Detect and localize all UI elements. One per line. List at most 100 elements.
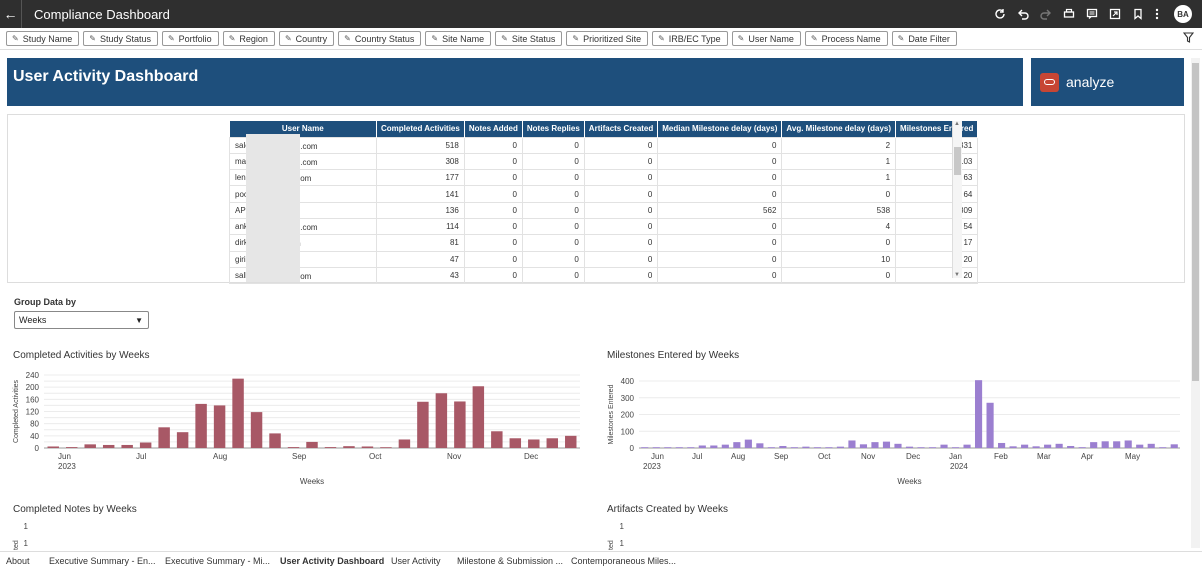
table-cell: 0 xyxy=(521,234,585,252)
filter-funnel-icon[interactable] xyxy=(1183,32,1194,43)
table-cell: 0 xyxy=(781,185,897,203)
user-name-prefix: API xyxy=(235,205,248,215)
filter-country[interactable]: ✎ Country xyxy=(278,31,335,46)
col-notes-replies[interactable]: Notes Replies xyxy=(522,121,585,137)
filter-irb-ec-type[interactable]: ✎ IRB/EC Type xyxy=(652,31,728,46)
table-cell: 0 xyxy=(521,201,585,219)
chart-bar xyxy=(1113,441,1121,448)
filter-portfolio[interactable]: ✎ Portfolio xyxy=(161,31,219,46)
group-by-select[interactable]: Weeks ▼ xyxy=(14,311,149,329)
user-name-prefix: dirk xyxy=(235,238,248,248)
scroll-down-icon[interactable]: ▼ xyxy=(954,272,960,278)
chart-bar xyxy=(472,386,485,448)
x-tick-label: Sep xyxy=(292,452,307,461)
dashboard-banner: User Activity Dashboard xyxy=(7,58,1023,106)
sheet-tab-bar: About Executive Summary - En... Executiv… xyxy=(0,551,1202,569)
chart-bar xyxy=(158,427,170,448)
table-row[interactable]: poo 141 0 0 0 0 0 64 xyxy=(229,185,979,203)
col-completed-activities[interactable]: Completed Activities xyxy=(376,121,465,137)
scroll-up-icon[interactable]: ▲ xyxy=(954,121,960,127)
tab-user-activity[interactable]: User Activity xyxy=(391,556,441,566)
y-tick-label: 0 xyxy=(35,444,40,453)
table-cell: 308 xyxy=(376,152,465,171)
col-median-milestone-delay[interactable]: Median Milestone delay (days) xyxy=(657,121,783,137)
tab-about[interactable]: About xyxy=(6,556,30,566)
col-notes-added[interactable]: Notes Added xyxy=(464,121,523,137)
col-milestones-entered[interactable]: Milestones Entered xyxy=(895,121,979,137)
filter-country-status[interactable]: ✎ Country Status xyxy=(338,31,422,46)
tab-milestone-submission[interactable]: Milestone & Submission ... xyxy=(457,556,564,566)
export-icon[interactable] xyxy=(1109,8,1121,20)
comment-icon[interactable] xyxy=(1086,8,1098,20)
back-arrow-icon[interactable]: ← xyxy=(0,0,22,28)
table-cell: 0 xyxy=(657,217,783,236)
chart-bar xyxy=(744,439,752,448)
user-name-prefix: mac xyxy=(235,156,251,166)
page-scrollbar[interactable] xyxy=(1191,58,1200,548)
undo-icon[interactable] xyxy=(1017,8,1029,20)
filter-site-name[interactable]: ✎ Site Name xyxy=(425,31,492,46)
filter-prioritized-site[interactable]: ✎ Prioritized Site xyxy=(566,31,649,46)
completed-notes-chart: 1 1 ted xyxy=(13,522,29,550)
artifacts-ytick-top: 1 xyxy=(620,522,625,531)
table-row[interactable]: giri 47 0 0 0 0 10 20 xyxy=(229,250,979,268)
toolbar-icons: BA xyxy=(994,0,1192,28)
print-icon[interactable] xyxy=(1063,8,1075,20)
table-row[interactable]: lena .com 177 0 0 0 0 1 63 xyxy=(229,169,979,187)
chart-bar xyxy=(779,445,787,448)
chart-bar xyxy=(102,444,115,448)
bookmark-icon[interactable] xyxy=(1132,8,1144,20)
filter-site-status[interactable]: ✎ Site Status xyxy=(495,31,563,46)
table-scrollbar-thumb[interactable] xyxy=(954,147,961,175)
table-cell: 0 xyxy=(657,185,783,203)
tab-executive-summary-en[interactable]: Executive Summary - En... xyxy=(49,556,156,566)
y-tick-label: 240 xyxy=(26,371,40,380)
chart-bar xyxy=(813,447,821,448)
col-artifacts-created[interactable]: Artifacts Created xyxy=(584,121,659,137)
y-tick-label: 100 xyxy=(621,427,635,436)
chart-bar xyxy=(790,447,798,448)
tab-executive-summary-mi[interactable]: Executive Summary - Mi... xyxy=(165,556,271,566)
table-row[interactable]: sall .com 43 0 0 0 0 0 20 xyxy=(229,266,979,285)
tab-user-activity-dashboard[interactable]: User Activity Dashboard xyxy=(280,556,385,566)
table-row[interactable]: API 136 0 0 0 562 538 809 xyxy=(229,201,979,219)
table-cell: 0 xyxy=(657,266,783,285)
table-scrollbar[interactable]: ▲ ▼ xyxy=(952,121,962,278)
chart-bar xyxy=(698,445,706,448)
dropdown-caret-icon: ▼ xyxy=(135,316,143,325)
table-cell: 0 xyxy=(657,234,783,252)
table-cell: 0 xyxy=(583,169,659,187)
filter-process-name[interactable]: ✎ Process Name xyxy=(804,31,888,46)
chart-bar xyxy=(509,438,522,448)
page-scrollbar-thumb[interactable] xyxy=(1192,63,1199,381)
chart-bar xyxy=(343,446,355,448)
table-cell: 0 xyxy=(657,250,783,268)
more-icon[interactable] xyxy=(1155,8,1159,20)
x-tick-label: Nov xyxy=(861,452,875,461)
filter-user-name[interactable]: ✎ User Name xyxy=(731,31,801,46)
filter-study-status[interactable]: ✎ Study Status xyxy=(83,31,158,46)
redacted-region xyxy=(246,134,300,282)
tab-contemporaneous-milestones[interactable]: Contemporaneous Miles... xyxy=(571,556,677,566)
col-avg-milestone-delay[interactable]: Avg. Milestone delay (days) xyxy=(781,121,897,137)
table-row[interactable]: mac le.com 308 0 0 0 0 1 103 xyxy=(229,152,979,171)
y-tick-label: 80 xyxy=(30,420,39,429)
avatar[interactable]: BA xyxy=(1174,5,1192,23)
chart-bar xyxy=(882,441,891,448)
col-user-name[interactable]: User Name xyxy=(229,121,377,137)
table-row[interactable]: sale le.com 518 0 0 0 0 2 331 xyxy=(229,136,979,154)
table-row[interactable]: ank le.com 114 0 0 0 0 4 54 xyxy=(229,217,979,236)
table-cell: 0 xyxy=(463,136,523,154)
refresh-icon[interactable] xyxy=(994,8,1006,20)
chart-bar xyxy=(848,440,856,448)
chart-bar xyxy=(269,433,281,448)
table-cell: 54 xyxy=(895,217,979,236)
table-row[interactable]: dirkm810000017 xyxy=(229,234,979,252)
pin-icon: ✎ xyxy=(167,34,175,43)
table-cell: 114 xyxy=(376,217,465,236)
filter-date-filter[interactable]: ✎ Date Filter xyxy=(891,31,957,46)
table-cell: 0 xyxy=(521,217,585,236)
filter-region[interactable]: ✎ Region xyxy=(222,31,275,46)
filter-study-name[interactable]: ✎ Study Name xyxy=(6,31,80,46)
chart-bar xyxy=(1009,446,1017,448)
